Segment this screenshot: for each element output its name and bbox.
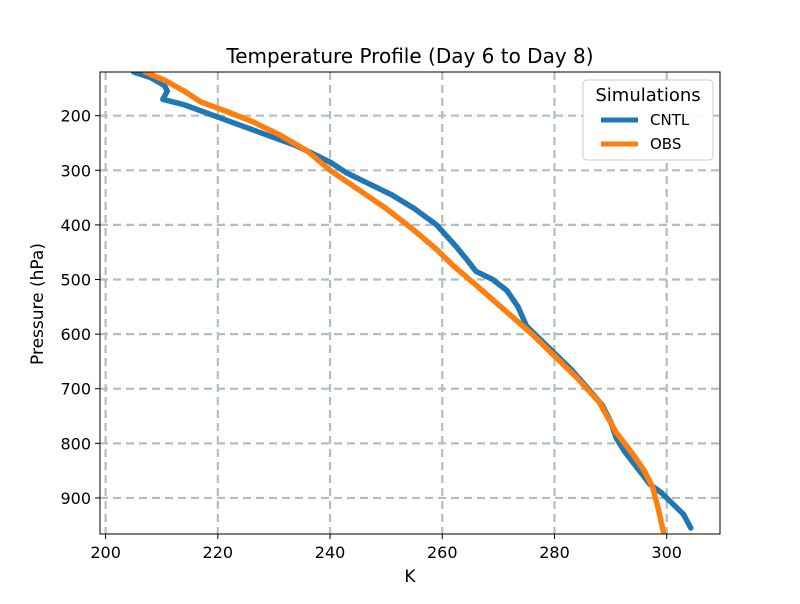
series-line-obs <box>142 72 667 534</box>
y-tick-label-200: 200 <box>60 107 91 126</box>
y-tick-label-800: 800 <box>60 434 91 453</box>
x-tick-label-200: 200 <box>90 543 121 562</box>
series-line-cntl <box>130 72 694 531</box>
x-tick-label-220: 220 <box>203 543 234 562</box>
legend-label-obs: OBS <box>650 135 681 153</box>
x-tick-label-260: 260 <box>427 543 458 562</box>
y-tick-label-300: 300 <box>60 161 91 180</box>
legend-label-cntl: CNTL <box>650 111 690 129</box>
legend-title: Simulations <box>595 85 700 106</box>
x-tick-label-300: 300 <box>651 543 682 562</box>
chart-title: Temperature Profile (Day 6 to Day 8) <box>225 44 593 68</box>
x-tick-label-240: 240 <box>315 543 346 562</box>
y-tick-label-700: 700 <box>60 380 91 399</box>
y-tick-label-400: 400 <box>60 216 91 235</box>
legend: Simulations CNTL OBS <box>582 79 714 161</box>
series-layer <box>130 72 694 534</box>
legend-frame <box>582 79 714 161</box>
grid-layer <box>100 72 720 534</box>
y-tick-label-600: 600 <box>60 325 91 344</box>
x-axis-label: K <box>404 567 416 587</box>
axes-layer <box>99 71 721 535</box>
y-axis-label: Pressure (hPa) <box>28 243 48 365</box>
y-tick-label-500: 500 <box>60 271 91 290</box>
x-tick-label-280: 280 <box>539 543 570 562</box>
y-tick-label-900: 900 <box>60 489 91 508</box>
ticks-layer: 200 220 240 260 280 300 200 300 400 500 600 700 800 9… <box>60 107 682 562</box>
plot-frame <box>99 71 721 535</box>
